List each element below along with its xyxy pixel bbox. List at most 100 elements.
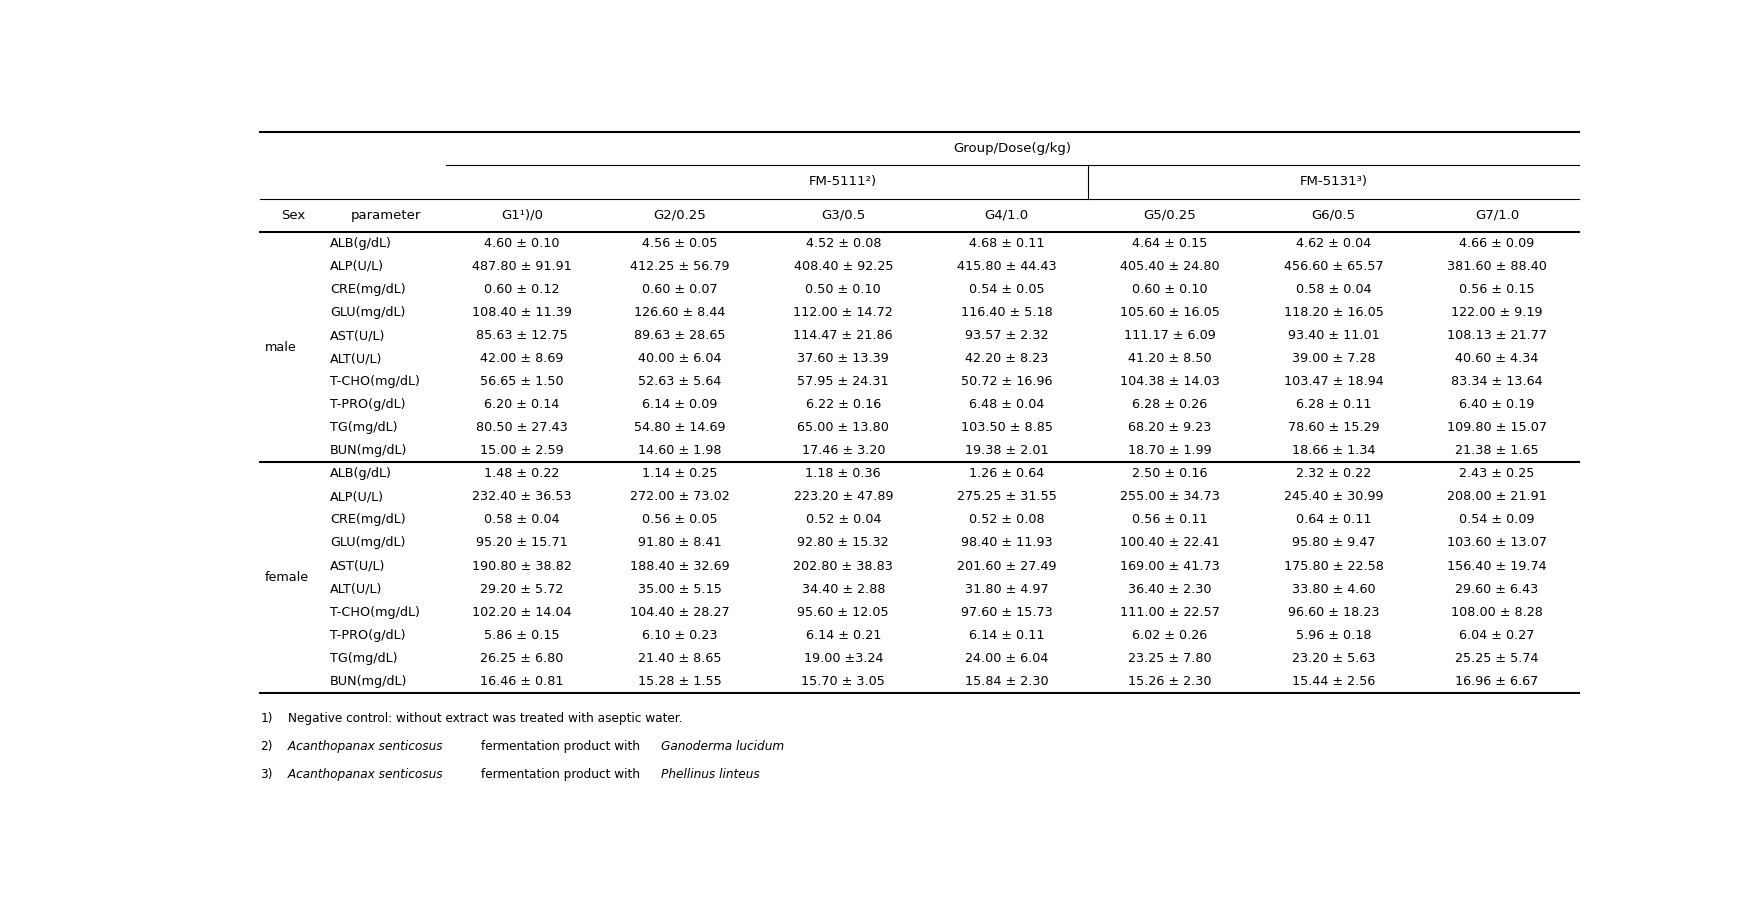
- Text: 169.00 ± 41.73: 169.00 ± 41.73: [1121, 559, 1219, 573]
- Text: 122.00 ± 9.19: 122.00 ± 9.19: [1451, 306, 1543, 319]
- Text: 255.00 ± 34.73: 255.00 ± 34.73: [1121, 490, 1219, 503]
- Text: 15.28 ± 1.55: 15.28 ± 1.55: [638, 675, 722, 688]
- Text: 487.80 ± 91.91: 487.80 ± 91.91: [473, 260, 571, 273]
- Text: 33.80 ± 4.60: 33.80 ± 4.60: [1291, 583, 1376, 595]
- Text: female: female: [265, 571, 309, 584]
- Text: 92.80 ± 15.32: 92.80 ± 15.32: [798, 537, 889, 549]
- Text: 111.17 ± 6.09: 111.17 ± 6.09: [1124, 329, 1216, 342]
- Text: FM-5111²): FM-5111²): [810, 175, 877, 189]
- Text: 6.02 ± 0.26: 6.02 ± 0.26: [1133, 628, 1207, 642]
- Text: 37.60 ± 13.39: 37.60 ± 13.39: [798, 352, 889, 365]
- Text: CRE(mg/dL): CRE(mg/dL): [330, 513, 406, 527]
- Text: fermentation product with: fermentation product with: [476, 740, 643, 752]
- Text: 1.14 ± 0.25: 1.14 ± 0.25: [641, 467, 717, 480]
- Text: 1.48 ± 0.22: 1.48 ± 0.22: [485, 467, 559, 480]
- Text: 42.00 ± 8.69: 42.00 ± 8.69: [480, 352, 564, 365]
- Text: 4.62 ± 0.04: 4.62 ± 0.04: [1297, 236, 1370, 250]
- Text: 103.47 ± 18.94: 103.47 ± 18.94: [1284, 375, 1383, 388]
- Text: 0.58 ± 0.04: 0.58 ± 0.04: [1295, 283, 1370, 296]
- Text: Negative control: without extract was treated with aseptic water.: Negative control: without extract was tr…: [283, 712, 682, 725]
- Text: 175.80 ± 22.58: 175.80 ± 22.58: [1284, 559, 1383, 573]
- Text: G3/0.5: G3/0.5: [821, 209, 866, 222]
- Text: ALB(g/dL): ALB(g/dL): [330, 236, 392, 250]
- Text: 39.00 ± 7.28: 39.00 ± 7.28: [1291, 352, 1376, 365]
- Text: 190.80 ± 38.82: 190.80 ± 38.82: [473, 559, 571, 573]
- Text: 6.22 ± 0.16: 6.22 ± 0.16: [806, 398, 880, 411]
- Text: 272.00 ± 73.02: 272.00 ± 73.02: [631, 490, 729, 503]
- Text: T-PRO(g/dL): T-PRO(g/dL): [330, 628, 406, 642]
- Text: 108.40 ± 11.39: 108.40 ± 11.39: [473, 306, 571, 319]
- Text: 65.00 ± 13.80: 65.00 ± 13.80: [798, 422, 889, 434]
- Text: 16.96 ± 6.67: 16.96 ± 6.67: [1455, 675, 1539, 688]
- Text: 126.60 ± 8.44: 126.60 ± 8.44: [634, 306, 726, 319]
- Text: 275.25 ± 31.55: 275.25 ± 31.55: [958, 490, 1056, 503]
- Text: 202.80 ± 38.83: 202.80 ± 38.83: [794, 559, 893, 573]
- Text: 0.50 ± 0.10: 0.50 ± 0.10: [805, 283, 882, 296]
- Text: 42.20 ± 8.23: 42.20 ± 8.23: [965, 352, 1049, 365]
- Text: 0.60 ± 0.12: 0.60 ± 0.12: [485, 283, 560, 296]
- Text: 23.25 ± 7.80: 23.25 ± 7.80: [1128, 652, 1212, 664]
- Text: 14.60 ± 1.98: 14.60 ± 1.98: [638, 444, 722, 458]
- Text: 0.58 ± 0.04: 0.58 ± 0.04: [485, 513, 560, 527]
- Text: T-CHO(mg/dL): T-CHO(mg/dL): [330, 375, 420, 388]
- Text: 0.52 ± 0.08: 0.52 ± 0.08: [968, 513, 1044, 527]
- Text: 15.84 ± 2.30: 15.84 ± 2.30: [965, 675, 1049, 688]
- Text: 2.43 ± 0.25: 2.43 ± 0.25: [1460, 467, 1534, 480]
- Text: 54.80 ± 14.69: 54.80 ± 14.69: [634, 422, 726, 434]
- Text: Ganoderma lucidum: Ganoderma lucidum: [661, 740, 784, 752]
- Text: Acanthopanax senticosus: Acanthopanax senticosus: [283, 768, 443, 780]
- Text: 0.60 ± 0.10: 0.60 ± 0.10: [1132, 283, 1207, 296]
- Text: 35.00 ± 5.15: 35.00 ± 5.15: [638, 583, 722, 595]
- Text: 96.60 ± 18.23: 96.60 ± 18.23: [1288, 606, 1379, 619]
- Text: 0.64 ± 0.11: 0.64 ± 0.11: [1295, 513, 1370, 527]
- Text: 6.04 ± 0.27: 6.04 ± 0.27: [1460, 628, 1534, 642]
- Text: G2/0.25: G2/0.25: [654, 209, 706, 222]
- Text: 15.00 ± 2.59: 15.00 ± 2.59: [480, 444, 564, 458]
- Text: 4.66 ± 0.09: 4.66 ± 0.09: [1460, 236, 1534, 250]
- Text: 0.54 ± 0.05: 0.54 ± 0.05: [968, 283, 1044, 296]
- Text: 0.56 ± 0.11: 0.56 ± 0.11: [1132, 513, 1207, 527]
- Text: 1.26 ± 0.64: 1.26 ± 0.64: [970, 467, 1044, 480]
- Text: 0.56 ± 0.05: 0.56 ± 0.05: [641, 513, 717, 527]
- Text: 89.63 ± 28.65: 89.63 ± 28.65: [634, 329, 726, 342]
- Text: 412.25 ± 56.79: 412.25 ± 56.79: [631, 260, 729, 273]
- Text: 91.80 ± 8.41: 91.80 ± 8.41: [638, 537, 722, 549]
- Text: 78.60 ± 15.29: 78.60 ± 15.29: [1288, 422, 1379, 434]
- Text: 116.40 ± 5.18: 116.40 ± 5.18: [961, 306, 1052, 319]
- Text: 16.46 ± 0.81: 16.46 ± 0.81: [480, 675, 564, 688]
- Text: 29.20 ± 5.72: 29.20 ± 5.72: [480, 583, 564, 595]
- Text: 95.80 ± 9.47: 95.80 ± 9.47: [1291, 537, 1376, 549]
- Text: Phellinus linteus: Phellinus linteus: [661, 768, 759, 780]
- Text: 18.70 ± 1.99: 18.70 ± 1.99: [1128, 444, 1212, 458]
- Text: 111.00 ± 22.57: 111.00 ± 22.57: [1121, 606, 1219, 619]
- Text: 4.68 ± 0.11: 4.68 ± 0.11: [968, 236, 1044, 250]
- Text: 93.40 ± 11.01: 93.40 ± 11.01: [1288, 329, 1379, 342]
- Text: TG(mg/dL): TG(mg/dL): [330, 652, 397, 664]
- Text: 95.20 ± 15.71: 95.20 ± 15.71: [476, 537, 568, 549]
- Text: 408.40 ± 92.25: 408.40 ± 92.25: [794, 260, 893, 273]
- Text: 100.40 ± 22.41: 100.40 ± 22.41: [1121, 537, 1219, 549]
- Text: 3): 3): [260, 768, 272, 780]
- Text: 223.20 ± 47.89: 223.20 ± 47.89: [794, 490, 893, 503]
- Text: 201.60 ± 27.49: 201.60 ± 27.49: [958, 559, 1056, 573]
- Text: TG(mg/dL): TG(mg/dL): [330, 422, 397, 434]
- Text: 6.20 ± 0.14: 6.20 ± 0.14: [485, 398, 559, 411]
- Text: 188.40 ± 32.69: 188.40 ± 32.69: [631, 559, 729, 573]
- Text: 118.20 ± 16.05: 118.20 ± 16.05: [1284, 306, 1383, 319]
- Text: 4.64 ± 0.15: 4.64 ± 0.15: [1133, 236, 1207, 250]
- Text: 15.44 ± 2.56: 15.44 ± 2.56: [1291, 675, 1376, 688]
- Text: G5/0.25: G5/0.25: [1144, 209, 1197, 222]
- Text: 19.38 ± 2.01: 19.38 ± 2.01: [965, 444, 1049, 458]
- Text: 2.32 ± 0.22: 2.32 ± 0.22: [1297, 467, 1370, 480]
- Text: 2.50 ± 0.16: 2.50 ± 0.16: [1132, 467, 1207, 480]
- Text: 108.13 ± 21.77: 108.13 ± 21.77: [1446, 329, 1546, 342]
- Text: 6.40 ± 0.19: 6.40 ± 0.19: [1460, 398, 1534, 411]
- Text: 245.40 ± 30.99: 245.40 ± 30.99: [1284, 490, 1383, 503]
- Text: 4.60 ± 0.10: 4.60 ± 0.10: [485, 236, 560, 250]
- Text: G7/1.0: G7/1.0: [1474, 209, 1520, 222]
- Text: AST(U/L): AST(U/L): [330, 329, 385, 342]
- Text: 6.48 ± 0.04: 6.48 ± 0.04: [970, 398, 1044, 411]
- Text: 29.60 ± 6.43: 29.60 ± 6.43: [1455, 583, 1539, 595]
- Text: 0.54 ± 0.09: 0.54 ± 0.09: [1458, 513, 1534, 527]
- Text: 103.50 ± 8.85: 103.50 ± 8.85: [961, 422, 1052, 434]
